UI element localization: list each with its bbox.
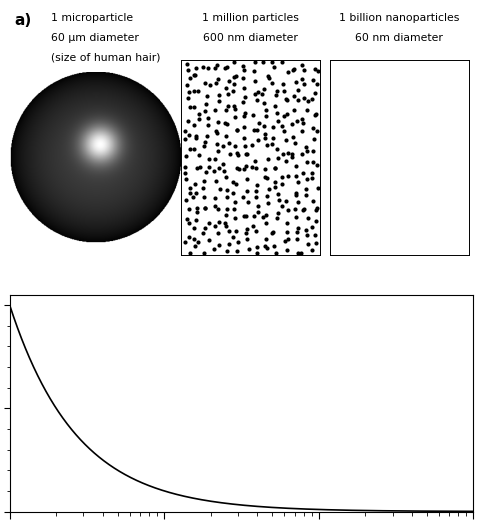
Text: 1 microparticle: 1 microparticle — [51, 13, 133, 23]
Text: 1 million particles: 1 million particles — [202, 13, 299, 23]
Text: 60 μm diameter: 60 μm diameter — [51, 33, 139, 43]
Text: (size of human hair): (size of human hair) — [51, 53, 161, 63]
Text: 1 billion nanoparticles: 1 billion nanoparticles — [339, 13, 459, 23]
Text: a): a) — [14, 13, 31, 28]
Text: 60 nm diameter: 60 nm diameter — [355, 33, 443, 43]
Text: 600 nm diameter: 600 nm diameter — [203, 33, 298, 43]
